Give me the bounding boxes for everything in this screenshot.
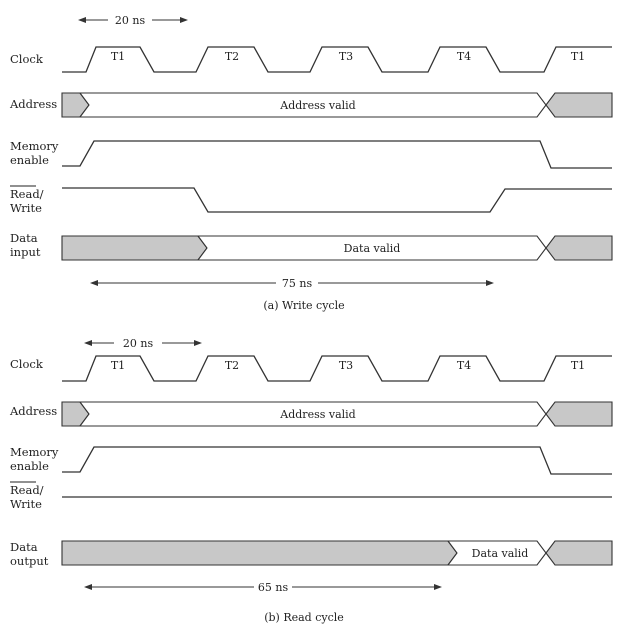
write-duration-arrow: 75 ns (90, 277, 494, 290)
write-duration-label: 75 ns (282, 277, 313, 290)
read-period-arrow: 20 ns (84, 337, 202, 350)
read-data-invalid-end (545, 540, 613, 566)
write-rw-label: Read/ Write (10, 185, 44, 215)
write-clock-state-t3: T3 (339, 50, 353, 63)
read-clock-state-t1: T1 (111, 359, 125, 372)
write-cycle-caption: (a) Write cycle (263, 299, 344, 312)
write-cycle-panel: 20 ns Clock T1 T2 T3 T4 T1 Address Addre… (9, 14, 613, 312)
write-address-text: Address valid (279, 99, 355, 112)
read-clock-state-t4: T4 (457, 359, 471, 372)
write-rw-label-2: Write (10, 201, 42, 215)
write-mem-enable-label-2: enable (10, 153, 49, 167)
read-data-label-2: output (10, 554, 49, 568)
read-mem-enable-waveform (62, 446, 612, 475)
write-clock-label: Clock (10, 52, 44, 66)
write-clock-state-t1-next: T1 (571, 50, 585, 63)
write-address-valid-bus (78, 92, 547, 118)
write-period-arrow: 20 ns (78, 14, 188, 27)
write-data-invalid-start (61, 235, 208, 261)
write-data-label-1: Data (10, 231, 38, 245)
read-address-valid-bus (78, 401, 547, 427)
write-rw-label-1: Read/ (10, 187, 44, 201)
read-clock-state-t3: T3 (339, 359, 353, 372)
read-clock-state-t1-next: T1 (571, 359, 585, 372)
read-data-label-1: Data (10, 540, 38, 554)
write-mem-enable-waveform (62, 140, 612, 169)
write-clock-state-t1: T1 (111, 50, 125, 63)
read-mem-enable-label-1: Memory (10, 445, 59, 459)
read-data-valid-bus (446, 540, 547, 566)
read-cycle-panel: 20 ns Clock T1 T2 T3 T4 T1 Address Addre… (9, 337, 613, 624)
read-clock-label: Clock (10, 357, 44, 371)
write-clock-state-t4: T4 (457, 50, 471, 63)
write-data-invalid-end (545, 235, 613, 261)
read-rw-label: Read/ Write (10, 481, 44, 511)
read-duration-label: 65 ns (258, 581, 289, 594)
write-clock-state-t2: T2 (225, 50, 239, 63)
read-data-invalid-start (61, 540, 458, 566)
read-address-invalid-end (545, 401, 613, 427)
read-rw-label-1: Read/ (10, 483, 44, 497)
write-rw-waveform (62, 187, 612, 213)
write-data-text: Data valid (344, 242, 401, 255)
read-rw-label-2: Write (10, 497, 42, 511)
write-address-label: Address (9, 97, 57, 111)
read-clock-waveform (62, 355, 612, 382)
read-period-label: 20 ns (123, 337, 154, 350)
read-cycle-caption: (b) Read cycle (264, 611, 344, 624)
read-address-label: Address (9, 404, 57, 418)
write-data-label-2: input (10, 245, 41, 259)
write-address-invalid-end (545, 92, 613, 118)
write-data-valid-bus (196, 235, 547, 261)
write-clock-waveform (62, 46, 612, 73)
read-mem-enable-label-2: enable (10, 459, 49, 473)
read-clock-state-t2: T2 (225, 359, 239, 372)
read-data-text: Data valid (472, 547, 529, 560)
read-duration-arrow: 65 ns (84, 581, 442, 594)
read-address-text: Address valid (279, 408, 355, 421)
write-period-label: 20 ns (115, 14, 146, 27)
write-mem-enable-label-1: Memory (10, 139, 59, 153)
